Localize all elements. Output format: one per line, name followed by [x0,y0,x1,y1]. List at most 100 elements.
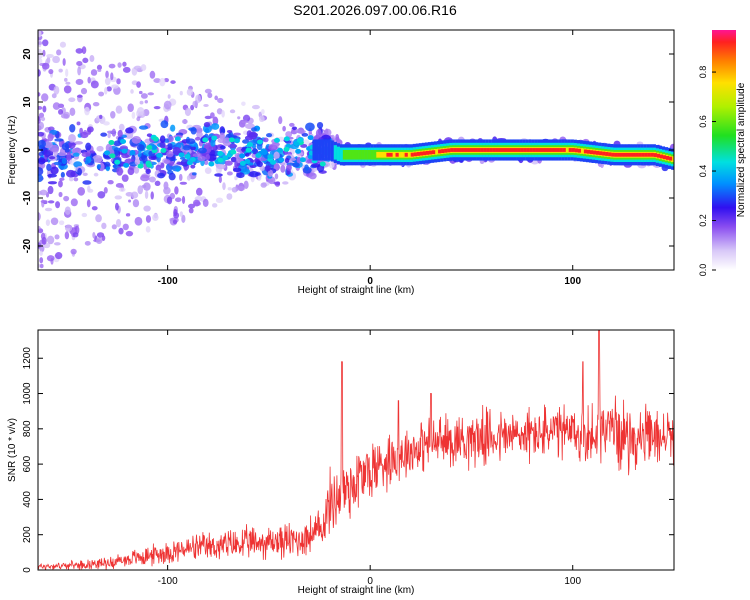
heatmap-cell [260,182,267,188]
heatmap-cell [38,225,41,230]
heatmap-cell [157,172,166,179]
heatmap-cell [477,148,481,152]
heatmap-cell [231,186,238,193]
heatmap-cell [278,157,285,163]
heatmap-cell [255,172,261,176]
heatmap-cell [178,152,185,158]
heatmap-cell [174,197,182,203]
heatmap-xtick-label: 100 [564,276,581,287]
colorbar-tick-label: 0.0 [698,264,708,277]
heatmap-cell [46,163,52,172]
heatmap-cell [146,144,153,150]
heatmap-cell [151,144,158,150]
heatmap-cell [611,152,615,157]
heatmap-cell [118,123,125,131]
heatmap-cell [38,139,46,149]
heatmap-cell [270,159,277,165]
heatmap-cell [282,181,289,185]
heatmap-cell [312,139,316,161]
heatmap-cell [241,101,246,106]
heatmap-cell [192,100,198,108]
heatmap-cell [55,201,61,209]
heatmap-cell [140,174,150,182]
heatmap-cell [262,137,269,143]
snr-ytick-label: 800 [22,420,33,437]
heatmap-cell [296,156,302,165]
snr-xtick-label: 0 [367,576,373,587]
heatmap-cell [579,148,584,154]
heatmap-cell [296,137,303,143]
heatmap-cell [60,113,69,119]
heatmap-cell [358,150,362,160]
heatmap-cell [163,186,171,195]
snr-ytick-label: 200 [22,526,33,543]
heatmap-cell [179,90,183,96]
heatmap-ytick-label: 10 [22,96,33,108]
heatmap-cell [261,149,268,155]
heatmap-cell [526,148,530,152]
heatmap-cell [273,137,280,143]
heatmap-cell [614,152,618,157]
heatmap-cell [256,142,263,151]
heatmap-cell [211,135,218,141]
heatmap-cell [175,167,181,172]
heatmap-cell [205,153,210,161]
heatmap-cell [75,48,84,54]
heatmap-cell [208,161,215,167]
snr-ytick-label: 600 [22,455,33,472]
heatmap-cell [150,191,154,200]
heatmap-cell [111,224,117,230]
heatmap-xtick-label: -100 [158,276,178,287]
heatmap-cell [410,152,414,157]
heatmap-cell [145,168,151,175]
heatmap-cell [38,174,44,183]
heatmap-cell [474,148,478,152]
heatmap-cell [550,148,554,152]
heatmap-cell [59,177,65,181]
heatmap-cell [282,125,286,132]
heatmap-cell [219,145,226,150]
heatmap-cell [138,90,143,95]
heatmap-cell [111,84,119,89]
heatmap-cell [267,154,274,160]
heatmap-cell [188,207,194,214]
heatmap-cell [66,152,72,161]
heatmap-cell [203,121,211,128]
heatmap-cell [64,77,68,82]
heatmap-cell [447,148,451,153]
heatmap-cell [310,163,321,168]
heatmap-cell [210,112,215,119]
heatmap-cell [104,150,111,156]
heatmap-cell [155,164,162,172]
heatmap-cell [116,78,121,85]
heatmap-cell [110,110,116,119]
heatmap-cell [76,60,83,66]
heatmap-cell [307,135,314,141]
heatmap-cell [492,148,496,152]
heatmap-cell [172,146,181,156]
heatmap-cell [80,87,88,95]
heatmap-cell [130,191,139,199]
heatmap-cell [602,151,606,156]
heatmap-cell [216,164,226,170]
heatmap-ytick-label: -10 [22,190,33,205]
heatmap-cell [520,148,524,152]
heatmap-cell [105,70,109,79]
heatmap-cell [194,136,201,141]
heatmap-cell [230,149,237,155]
heatmap-cell [153,78,162,83]
heatmap-cell [73,152,80,157]
heatmap-cell [67,141,76,149]
figure-title: S201.2026.097.00.06.R16 [293,2,457,18]
heatmap-cell [229,109,236,114]
heatmap-cell [324,139,328,161]
heatmap-cell [58,152,67,157]
heatmap-cell [301,132,309,137]
heatmap-cell [483,148,487,152]
heatmap-cell [159,77,166,87]
heatmap-cell [65,169,76,178]
heatmap-cell [295,148,302,154]
heatmap-cell [245,147,252,153]
heatmap-cell [416,152,420,156]
heatmap-cell [313,167,317,172]
